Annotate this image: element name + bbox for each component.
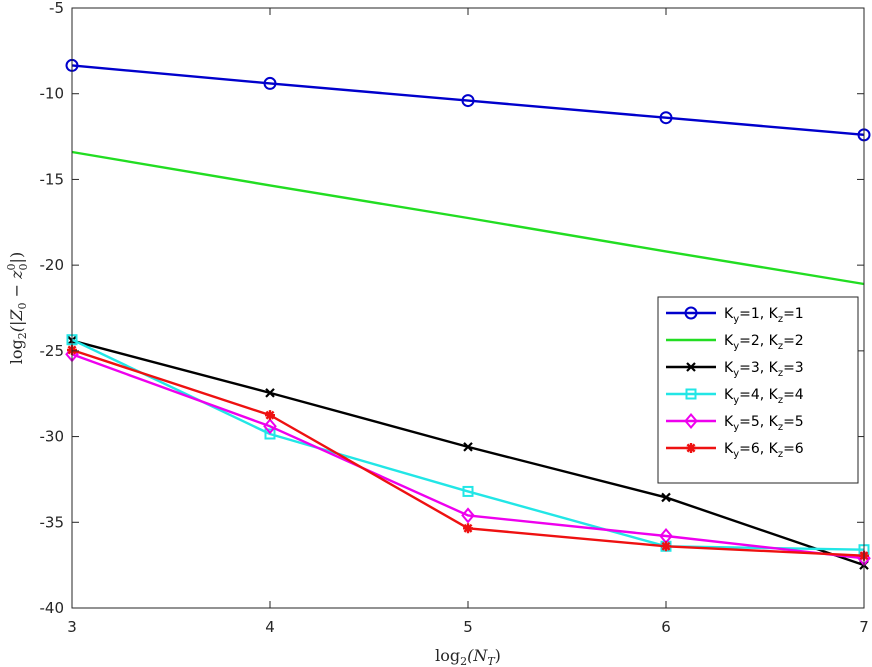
series-6-point (661, 541, 671, 552)
series-3-point-shape (463, 442, 473, 452)
x-tick-label: 7 (859, 618, 869, 636)
y-axis-label-subscript-0: 0 (16, 302, 29, 309)
series-6-point-shape (463, 523, 473, 534)
y-axis-label-mid: − z (7, 270, 26, 303)
legend-swatch-marker (684, 412, 698, 430)
y-tick-label: -10 (40, 85, 65, 103)
series-1-line (71, 64, 865, 137)
legend-item-4: Ky=4, Kz=4 (666, 387, 804, 406)
series-layer (65, 58, 871, 570)
y-axis-label-close: |) (7, 252, 26, 264)
legend-swatch-marker (686, 362, 696, 372)
y-tick-label: -15 (40, 170, 65, 188)
series-1-point-shape (659, 111, 673, 125)
legend-item-5: Ky=5, Kz=5 (666, 412, 804, 433)
series-3-point-shape (661, 492, 671, 503)
x-axis-label: log2(NT) (435, 646, 501, 667)
series-6-point-shape (661, 541, 671, 552)
series-5-point (263, 418, 277, 435)
series-3-point (265, 388, 275, 398)
x-axis-label-subscript-t: T (487, 655, 496, 667)
legend-item-6: Ky=6, Kz=6 (666, 441, 804, 460)
legend-item-2: Ky=2, Kz=2 (666, 333, 804, 352)
y-axis-label: log2(|Z0 − z00|) (5, 252, 30, 364)
legend-swatch-marker-shape (684, 306, 698, 320)
legend-label: Ky=3, Kz=3 (724, 360, 804, 379)
series-5-point (461, 507, 475, 524)
series-3-point (463, 442, 473, 452)
series-1-point-shape (461, 94, 475, 108)
series-5-point-shape (263, 418, 277, 435)
series-1-point (263, 76, 277, 90)
y-tick-label: -40 (40, 599, 65, 617)
legend-swatch-marker (684, 306, 698, 320)
ticks-layer: 3 4 5 6 7 -40 -35 -30 -25 -20 -15 -10 -5 (40, 0, 869, 636)
legend-swatch-marker-shape (686, 362, 696, 372)
x-axis-label-subscript: 2 (460, 655, 467, 667)
legend-label: Ky=4, Kz=4 (724, 387, 804, 406)
legend-item-3: Ky=3, Kz=3 (666, 360, 804, 379)
series-1-point-shape (263, 76, 277, 90)
legend-items: Ky=1, Kz=1 Ky=2, Kz=2 Ky=3, Kz=3 Ky=4, Kz=4… (666, 306, 804, 460)
series-3-point-shape (265, 388, 275, 398)
series-2 (71, 150, 865, 286)
legend: Ky=1, Kz=1 Ky=2, Kz=2 Ky=3, Kz=3 Ky=4, Kz=4… (657, 296, 859, 484)
series-4-point (264, 428, 276, 440)
series-1-point (461, 94, 475, 108)
x-axis-label-rest: (N (467, 646, 488, 665)
x-tick-label: 6 (661, 618, 671, 636)
legend-label: Ky=6, Kz=6 (724, 441, 804, 460)
legend-label: Ky=5, Kz=5 (724, 414, 804, 433)
y-axis-label-superscript: 0 (5, 263, 18, 270)
y-tick-label: -30 (40, 428, 65, 446)
series-6-point (463, 523, 473, 534)
y-axis-label-subscript: 2 (16, 332, 29, 339)
legend-swatch-marker-shape (685, 388, 697, 400)
series-3-point (661, 492, 671, 503)
series-4-point (462, 485, 474, 497)
y-axis-label-rest: (|Z (7, 309, 26, 333)
x-tick-label: 3 (67, 618, 77, 636)
legend-label: Ky=2, Kz=2 (724, 333, 804, 352)
y-tick-label: -5 (49, 0, 64, 17)
legend-swatch-marker (685, 388, 697, 400)
y-tick-label: -25 (40, 342, 65, 360)
series-6-point-shape (265, 410, 275, 421)
series-5-point-shape (461, 507, 475, 524)
series-4-point-shape (462, 485, 474, 497)
series-2-line (71, 150, 865, 286)
series-6-point (265, 410, 275, 421)
x-tick-label: 4 (265, 618, 275, 636)
y-tick-label: -35 (40, 513, 65, 531)
series-1-point (659, 111, 673, 125)
y-tick-label: -20 (40, 256, 65, 274)
legend-swatch-marker-shape (684, 412, 698, 430)
legend-swatch-marker (686, 443, 696, 453)
x-axis-label-close: ) (495, 646, 501, 665)
legend-label: Ky=1, Kz=1 (724, 306, 804, 325)
series-4-point-shape (264, 428, 276, 440)
y-axis-label-subscript-z: 0 (17, 263, 30, 270)
legend-swatch-marker-shape (686, 443, 696, 453)
series-5-line (71, 353, 865, 560)
legend-item-1: Ky=1, Kz=1 (666, 306, 804, 325)
x-tick-label: 5 (463, 618, 473, 636)
